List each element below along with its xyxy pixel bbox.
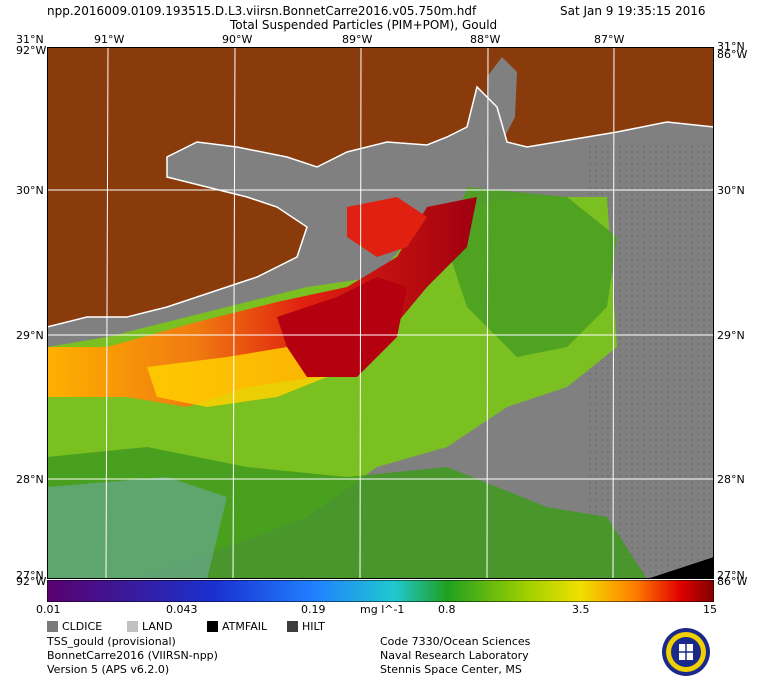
corner-lon-bottom-left: 92°W <box>16 575 47 588</box>
lon-label-88w: 88°W <box>470 33 501 46</box>
lat-label-30n-left: 30°N <box>16 184 44 197</box>
colorbar-unit: mg l^-1 <box>360 603 405 616</box>
sediment-plume <box>47 197 477 407</box>
colorbar-tick-1: 0.043 <box>166 603 198 616</box>
corner-lat-top-right: 31°N <box>717 40 745 53</box>
footer-org-name: Naval Research Laboratory <box>380 649 529 662</box>
corner-lat-bottom-left: 27°N <box>16 569 44 582</box>
lat-label-29n-right: 29°N <box>717 329 745 342</box>
hilt-swatch <box>287 621 298 632</box>
lat-label-29n-left: 29°N <box>16 329 44 342</box>
atmfail-label: ATMFAIL <box>222 620 268 633</box>
colorbar-tick-0: 0.01 <box>36 603 61 616</box>
footer-version: Version 5 (APS v6.2.0) <box>47 663 170 676</box>
colorbar-tick-3: 0.8 <box>438 603 456 616</box>
land-swatch <box>127 621 138 632</box>
lon-label-89w: 89°W <box>342 33 373 46</box>
lat-label-28n-left: 28°N <box>16 473 44 486</box>
atmfail-area <box>647 557 714 579</box>
footer-product-name: TSS_gould (provisional) <box>47 635 176 648</box>
colorbar-tick-2: 0.19 <box>301 603 326 616</box>
tss-map <box>47 47 714 579</box>
lon-label-91w: 91°W <box>94 33 125 46</box>
footer-location: Stennis Space Center, MS <box>380 663 522 676</box>
cldice-label: CLDICE <box>62 620 103 633</box>
cldice-swatch <box>47 621 58 632</box>
land-mass <box>47 47 714 327</box>
colorbar-tick-4: 3.5 <box>572 603 590 616</box>
corner-lon-top-right: 86°W <box>717 48 748 61</box>
dark-red-plume <box>277 277 407 377</box>
red-patch <box>347 197 427 257</box>
lon-label-87w: 87°W <box>594 33 625 46</box>
naval-research-laboratory-seal-icon <box>662 628 710 676</box>
file-name: npp.2016009.0109.193515.D.L3.viirsn.Bonn… <box>47 4 477 18</box>
footer-org-code: Code 7330/Ocean Sciences <box>380 635 531 648</box>
footer-region: BonnetCarre2016 (VIIRSN-npp) <box>47 649 218 662</box>
graticule <box>47 47 714 579</box>
hilt-label: HILT <box>302 620 325 633</box>
coastline <box>47 85 714 328</box>
corner-lat-bottom-right: 27°N <box>717 569 745 582</box>
corner-lat-top-left: 31°N <box>16 33 44 46</box>
corner-lon-bottom-right: 86°W <box>717 575 748 588</box>
colorbar <box>47 580 714 602</box>
atmfail-swatch <box>207 621 218 632</box>
teal-patch <box>47 477 227 579</box>
timestamp: Sat Jan 9 19:35:15 2016 <box>560 4 706 18</box>
colorbar-tick-5: 15 <box>703 603 717 616</box>
product-title: Total Suspended Particles (PIM+POM), Gou… <box>230 18 498 32</box>
lat-label-28n-right: 28°N <box>717 473 745 486</box>
corner-lon-top-left: 92°W <box>16 44 47 57</box>
land-label: LAND <box>142 620 173 633</box>
lon-label-90w: 90°W <box>222 33 253 46</box>
offshore-green <box>447 187 617 357</box>
bay-gray <box>487 57 517 142</box>
lat-label-30n-right: 30°N <box>717 184 745 197</box>
yellow-plume <box>147 347 327 407</box>
